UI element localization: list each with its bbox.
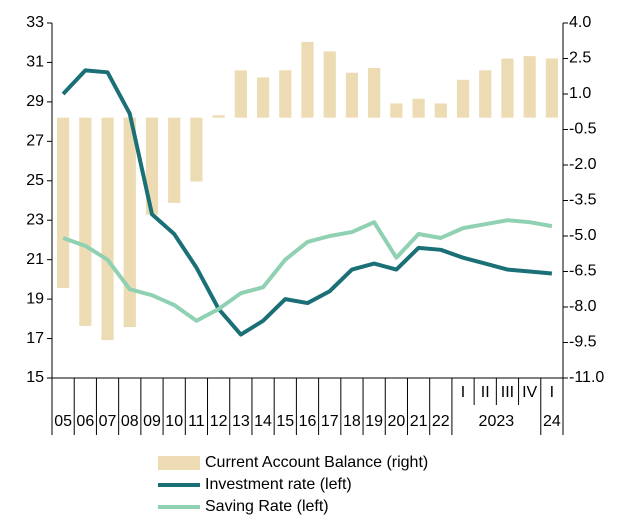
x-tick-label: 15 [276, 413, 294, 430]
x-tick-label: III [501, 384, 514, 401]
x-tick-label: 19 [365, 413, 383, 430]
y-tick-label: 27 [26, 133, 44, 150]
x-tick-label: 07 [99, 413, 117, 430]
legend-swatch [158, 456, 200, 470]
x-tick-label: 14 [254, 413, 272, 430]
y2-tick-label: -6.5 [569, 263, 597, 280]
x-tick-label: 09 [143, 413, 161, 430]
y2-tick-label: -5.0 [569, 227, 597, 244]
x-tick-label: 16 [299, 413, 317, 430]
x-tick-label: IV [522, 384, 537, 401]
x-tick-label: I [461, 384, 465, 401]
x-tick-label: 22 [432, 413, 450, 430]
bar [479, 70, 492, 118]
bar [256, 77, 270, 118]
bar [523, 56, 536, 118]
bar [145, 117, 159, 215]
y-tick-label: 15 [26, 369, 44, 386]
x-tick-label: 13 [232, 413, 250, 430]
y-tick-label: 21 [26, 251, 44, 268]
y2-tick-label: -2.0 [569, 156, 597, 173]
x-tick-label: II [481, 384, 490, 401]
x-tick-label: 21 [410, 413, 428, 430]
bar [234, 70, 247, 118]
bar [168, 117, 181, 203]
y2-tick-label: -8.0 [569, 298, 597, 315]
y-tick-label: 19 [26, 290, 44, 307]
y2-tick-label: -9.5 [569, 334, 597, 351]
x-group-label: 24 [543, 413, 561, 430]
legend-label: Investment rate (left) [205, 476, 352, 493]
y2-tick-label: 2.5 [569, 50, 591, 67]
x-tick-label: 05 [54, 413, 72, 430]
x-tick-label: 17 [321, 413, 339, 430]
x-tick-label: 20 [387, 413, 405, 430]
line [62, 218, 553, 323]
x-tick-label: 11 [188, 413, 205, 430]
bar [434, 103, 447, 118]
y2-tick-label: -11.0 [569, 369, 604, 386]
y2-tick-label: -3.5 [569, 192, 597, 209]
y2-tick-label: 1.0 [569, 85, 591, 102]
y2-tick-label: -0.5 [569, 121, 597, 138]
bar [190, 117, 203, 182]
bar [279, 70, 292, 118]
bar [212, 115, 225, 118]
bar [345, 72, 359, 118]
legend-label: Current Account Balance (right) [205, 454, 428, 471]
x-tick-label: I [550, 384, 554, 401]
x-tick-label: 12 [210, 413, 228, 430]
legend-label: Saving Rate (left) [205, 498, 329, 515]
y-tick-label: 29 [26, 93, 44, 110]
line [61, 68, 553, 337]
x-tick-label: 10 [165, 413, 183, 430]
x-tick-label: 06 [76, 413, 94, 430]
bar [123, 117, 136, 328]
y-tick-label: 25 [26, 172, 44, 189]
x-tick-label: 18 [343, 413, 361, 430]
bar [390, 103, 403, 118]
bar [412, 98, 425, 118]
bar [56, 117, 70, 289]
bar [101, 117, 114, 341]
bar [456, 79, 470, 118]
bar [545, 58, 559, 118]
x-tick-label: 08 [121, 413, 139, 430]
y-tick-label: 31 [26, 54, 44, 71]
bar [301, 41, 314, 118]
x-group-label: 2023 [479, 413, 515, 430]
bar [79, 117, 92, 326]
bar [501, 58, 514, 118]
y-tick-label: 33 [26, 14, 44, 31]
y-tick-label: 23 [26, 211, 44, 228]
y-tick-label: 17 [26, 330, 44, 347]
y2-tick-label: 4.0 [569, 14, 591, 31]
bar [323, 51, 336, 118]
bar [368, 67, 381, 118]
